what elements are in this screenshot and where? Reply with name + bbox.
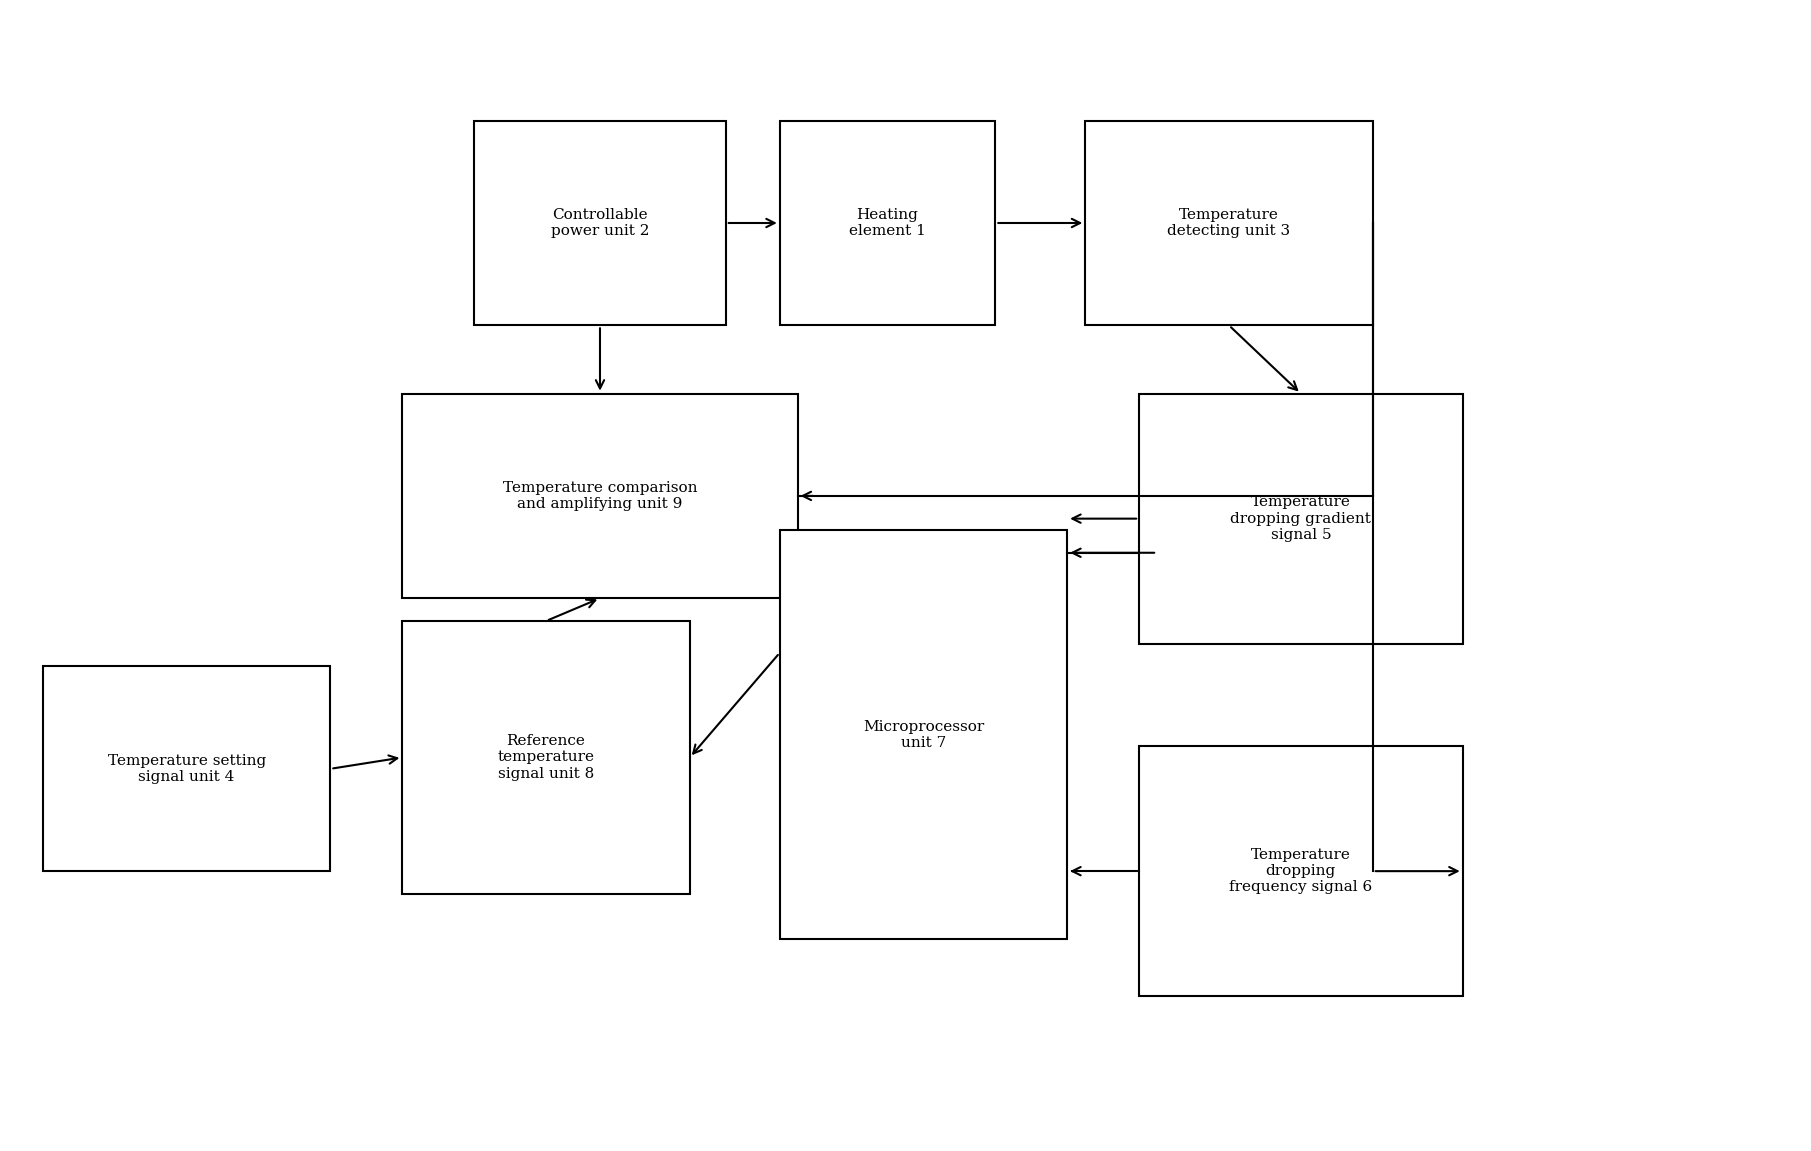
FancyBboxPatch shape bbox=[402, 622, 690, 894]
FancyBboxPatch shape bbox=[781, 529, 1067, 939]
Text: Temperature comparison
and amplifying unit 9: Temperature comparison and amplifying un… bbox=[503, 481, 697, 511]
FancyBboxPatch shape bbox=[43, 666, 330, 871]
Text: Temperature
dropping
frequency signal 6: Temperature dropping frequency signal 6 bbox=[1230, 848, 1373, 894]
FancyBboxPatch shape bbox=[1085, 121, 1373, 326]
Text: Controllable
power unit 2: Controllable power unit 2 bbox=[551, 208, 648, 238]
Text: Microprocessor
unit 7: Microprocessor unit 7 bbox=[862, 719, 983, 749]
FancyBboxPatch shape bbox=[1139, 394, 1463, 643]
Text: Temperature setting
signal unit 4: Temperature setting signal unit 4 bbox=[107, 754, 266, 784]
FancyBboxPatch shape bbox=[474, 121, 726, 326]
FancyBboxPatch shape bbox=[781, 121, 996, 326]
Text: Reference
temperature
signal unit 8: Reference temperature signal unit 8 bbox=[498, 734, 594, 780]
Text: Heating
element 1: Heating element 1 bbox=[849, 208, 925, 238]
Text: Temperature
detecting unit 3: Temperature detecting unit 3 bbox=[1168, 208, 1291, 238]
FancyBboxPatch shape bbox=[1139, 746, 1463, 997]
Text: Temperature
dropping gradient
signal 5: Temperature dropping gradient signal 5 bbox=[1230, 495, 1371, 542]
FancyBboxPatch shape bbox=[402, 394, 797, 599]
